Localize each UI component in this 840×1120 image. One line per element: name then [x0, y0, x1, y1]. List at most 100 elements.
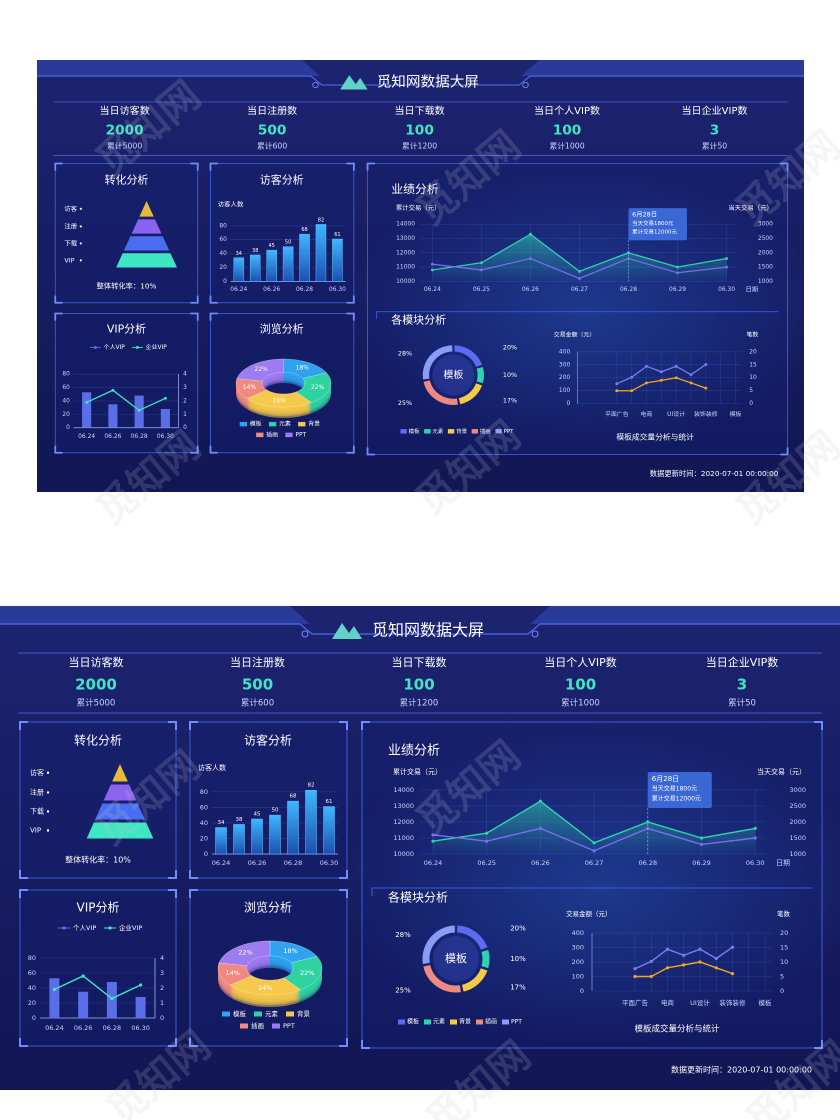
- tick-label: 0: [160, 1014, 164, 1022]
- glow: [347, 167, 804, 453]
- point: [753, 826, 757, 830]
- tick-label: 20: [219, 265, 227, 271]
- tick-label: 2: [183, 398, 187, 404]
- kpi-label: 当日个人VIP数: [544, 655, 616, 669]
- point: [665, 947, 670, 951]
- tooltip-text: 当天交易1800元: [632, 219, 674, 227]
- donut-arc: [481, 949, 490, 969]
- bar: [135, 997, 146, 1018]
- bar: [215, 827, 227, 855]
- legend-label: 插画: [251, 1021, 264, 1030]
- funnel-label: 访客: [64, 204, 77, 213]
- funnel-label: 注册: [30, 788, 44, 797]
- point: [682, 963, 686, 967]
- panel: [19, 721, 177, 879]
- tick-label: 80: [219, 223, 227, 229]
- panel-corner: [19, 721, 28, 730]
- section-bracket: [371, 887, 812, 896]
- kpi-total: 累计1000: [561, 698, 600, 709]
- funnel-layer: [86, 822, 154, 839]
- panel-corner: [54, 162, 63, 171]
- point: [528, 232, 532, 236]
- logo: [332, 623, 362, 639]
- x-tick-label: UI设计: [690, 998, 710, 1007]
- x-tick-label: 06.26: [248, 859, 267, 867]
- header-deco: [37, 60, 321, 77]
- panel-corner: [346, 312, 355, 321]
- page-title: 觅知网数据大屏: [372, 621, 484, 640]
- tick-label: 60: [62, 385, 70, 391]
- point: [714, 966, 718, 970]
- donut-arc: [423, 964, 461, 993]
- bar: [160, 408, 170, 428]
- kpi-label: 当日访客数: [100, 104, 150, 117]
- legend-swatch: [222, 1011, 230, 1017]
- slice: [236, 358, 284, 382]
- tick-label: 14000: [396, 222, 415, 228]
- tick-label: 3: [183, 385, 187, 391]
- header-dot: [301, 630, 309, 638]
- kpi-value: 2000: [106, 123, 144, 139]
- funnel-dot: [79, 259, 82, 262]
- kpi-total: 累计1000: [549, 141, 584, 151]
- donut-center: 模板: [443, 368, 463, 381]
- point: [85, 400, 89, 404]
- panel-corner: [190, 445, 199, 454]
- kpi-label: 当日下载数: [395, 104, 445, 117]
- legend-label: 背景: [308, 420, 320, 428]
- tick-label: 20: [749, 349, 757, 355]
- donut-arc: [423, 380, 458, 405]
- kpi-value: 100: [565, 676, 596, 694]
- x-tick-label: UI设计: [667, 410, 685, 418]
- kpi-label: 当日个人VIP数: [534, 104, 600, 117]
- funnel-layer: [123, 236, 170, 251]
- panel-corner: [366, 162, 375, 171]
- funnel-note: 整体转化率：10%: [96, 282, 156, 291]
- tick-label: 0: [183, 425, 187, 431]
- funnel-layer: [131, 219, 162, 234]
- header-line: [0, 623, 840, 635]
- panel-title: 转化分析: [74, 733, 122, 748]
- tooltip-text: 6月28日: [652, 775, 679, 783]
- bar-value: 50: [272, 808, 279, 814]
- bar: [323, 806, 335, 855]
- tick-label: 0: [780, 987, 784, 995]
- legend-label: PPT: [295, 432, 306, 438]
- donut-arc: [476, 366, 484, 384]
- bar-value: 50: [285, 240, 291, 246]
- tick-label: 12000: [393, 818, 414, 826]
- point: [137, 408, 141, 412]
- tick-label: 1000: [758, 279, 773, 285]
- tick-label: 15: [749, 362, 757, 368]
- tick-label: 13000: [396, 236, 415, 242]
- panel-corner: [209, 162, 218, 171]
- bar: [315, 224, 327, 282]
- panel-corner: [346, 162, 355, 171]
- legend-label: 插画: [485, 1018, 497, 1026]
- panel-corner: [780, 162, 789, 171]
- area-fill: [433, 801, 756, 854]
- slice-label: 24%: [273, 398, 287, 404]
- panel-corner: [339, 889, 348, 898]
- panel-corner: [19, 870, 28, 879]
- panel-title: 各模块分析: [388, 890, 448, 905]
- point: [615, 389, 619, 393]
- tick-label: 80: [62, 372, 70, 378]
- point: [578, 269, 581, 273]
- kpi-value: 2000: [75, 676, 117, 694]
- kpi-total: 累计5000: [77, 698, 116, 709]
- kpi-value: 500: [258, 123, 287, 139]
- panel-corner: [366, 447, 375, 456]
- bar: [78, 991, 89, 1018]
- bar-value: 82: [318, 217, 324, 223]
- glow: [340, 726, 840, 1046]
- kpi-total: 累计50: [702, 141, 727, 151]
- panel-title: 浏览分析: [244, 900, 292, 915]
- x-tick-label: 06.25: [477, 859, 496, 867]
- kpi-value: 100: [553, 123, 582, 139]
- x-tick-label: 06.27: [571, 287, 588, 293]
- legend-label: 企业VIP: [119, 923, 142, 932]
- point: [676, 265, 679, 269]
- kpi-total: 累计600: [257, 141, 287, 151]
